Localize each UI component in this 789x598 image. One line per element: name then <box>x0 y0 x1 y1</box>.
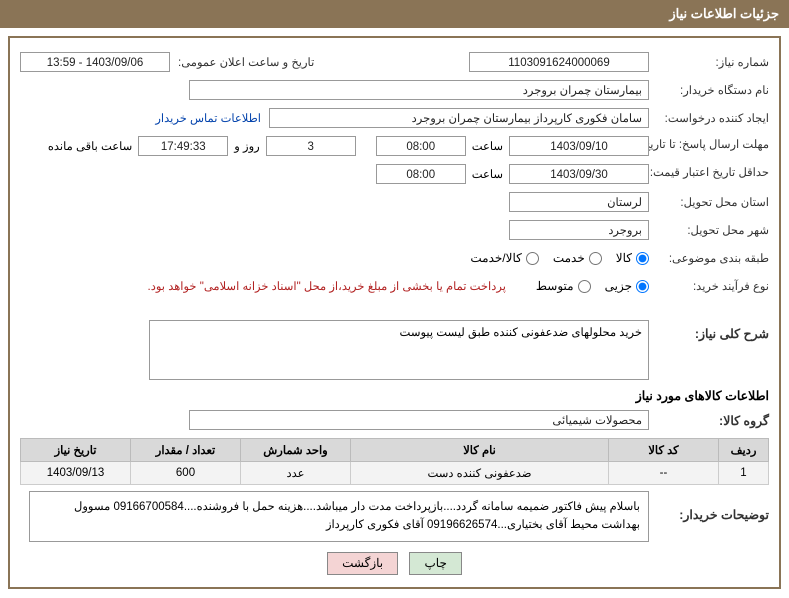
radio-cat-both-input[interactable] <box>526 252 539 265</box>
label-deadline: مهلت ارسال پاسخ: تا تاریخ: <box>649 139 769 153</box>
th-qty: تعداد / مقدار <box>131 439 241 462</box>
table-cell-qty: 600 <box>131 462 241 485</box>
row-price-valid: حداقل تاریخ اعتبار قیمت: تا تاریخ: 1403/… <box>20 162 769 186</box>
label-remaining: ساعت باقی مانده <box>42 139 138 153</box>
radio-purchase-medium[interactable]: متوسط <box>536 279 591 293</box>
field-price-valid-time: 08:00 <box>376 164 466 184</box>
label-announce: تاریخ و ساعت اعلان عمومی: <box>174 55 314 69</box>
purchase-radio-group: جزیی متوسط <box>524 279 649 293</box>
field-buyer-org: بیمارستان چمران بروجرد <box>189 80 649 100</box>
back-button[interactable]: بازگشت <box>327 552 398 575</box>
radio-cat-goods-input[interactable] <box>636 252 649 265</box>
field-province: لرستان <box>509 192 649 212</box>
row-city: شهر محل تحویل: بروجرد <box>20 218 769 242</box>
field-requester: سامان فکوری کارپرداز بیمارستان چمران برو… <box>269 108 649 128</box>
radio-cat-service[interactable]: خدمت <box>553 251 602 265</box>
field-goods-group: محصولات شیمیائی <box>189 410 649 430</box>
label-hour-1: ساعت <box>466 139 509 153</box>
table-cell-date: 1403/09/13 <box>21 462 131 485</box>
th-unit: واحد شمارش <box>241 439 351 462</box>
label-price-valid: حداقل تاریخ اعتبار قیمت: تا تاریخ: <box>649 167 769 181</box>
goods-table-wrap: ردیف کد کالا نام کالا واحد شمارش تعداد /… <box>20 438 769 485</box>
label-buyer-notes: توضیحات خریدار: <box>649 497 769 522</box>
label-category: طبقه بندی موضوعی: <box>649 251 769 265</box>
field-deadline-date: 1403/09/10 <box>509 136 649 156</box>
row-general-desc: شرح کلی نیاز: خرید محلولهای ضدعفونی کنند… <box>20 320 769 380</box>
label-general-desc: شرح کلی نیاز: <box>649 326 769 341</box>
field-remain-days: 3 <box>266 136 356 156</box>
page-header: جزئیات اطلاعات نیاز <box>0 0 789 28</box>
label-day-and: روز و <box>228 139 265 153</box>
table-row: 1--ضدعفونی کننده دستعدد6001403/09/13 <box>21 462 769 485</box>
label-city: شهر محل تحویل: <box>649 223 769 237</box>
page-title: جزئیات اطلاعات نیاز <box>669 6 779 21</box>
print-button[interactable]: چاپ <box>409 552 461 575</box>
radio-cat-service-input[interactable] <box>589 252 602 265</box>
label-purchase-type: نوع فرآیند خرید: <box>649 279 769 293</box>
field-deadline-time: 08:00 <box>376 136 466 156</box>
th-row: ردیف <box>719 439 769 462</box>
label-hour-2: ساعت <box>466 167 509 181</box>
radio-purchase-minor-input[interactable] <box>636 280 649 293</box>
field-remain-time: 17:49:33 <box>138 136 228 156</box>
radio-purchase-medium-input[interactable] <box>578 280 591 293</box>
section-goods-info: اطلاعات کالاهای مورد نیاز <box>20 388 769 403</box>
row-purchase-type: نوع فرآیند خرید: جزیی متوسط پرداخت تمام … <box>20 274 769 298</box>
radio-cat-goods[interactable]: کالا <box>616 251 649 265</box>
footer-buttons: چاپ بازگشت <box>20 552 769 575</box>
label-need-no: شماره نیاز: <box>649 55 769 69</box>
label-goods-group: گروه کالا: <box>649 413 769 428</box>
main-frame: AriaTender.net شماره نیاز: 1103091624000… <box>8 36 781 589</box>
row-goods-group: گروه کالا: محصولات شیمیائی <box>20 407 769 432</box>
table-cell-name: ضدعفونی کننده دست <box>351 462 609 485</box>
table-cell-code: -- <box>609 462 719 485</box>
row-requester: ایجاد کننده درخواست: سامان فکوری کارپردا… <box>20 106 769 130</box>
radio-purchase-minor[interactable]: جزیی <box>605 279 649 293</box>
th-name: نام کالا <box>351 439 609 462</box>
table-cell-row: 1 <box>719 462 769 485</box>
th-date: تاریخ نیاز <box>21 439 131 462</box>
field-buyer-notes: باسلام پیش فاکتور ضمیمه سامانه گردد....ب… <box>29 491 649 542</box>
field-announce: 1403/09/06 - 13:59 <box>20 52 170 72</box>
field-city: بروجرد <box>509 220 649 240</box>
radio-cat-both[interactable]: کالا/خدمت <box>470 251 538 265</box>
link-buyer-contact[interactable]: اطلاعات تماس خریدار <box>155 111 261 125</box>
row-category: طبقه بندی موضوعی: کالا خدمت کالا/خدمت <box>20 246 769 270</box>
row-need-no: شماره نیاز: 1103091624000069 تاریخ و ساع… <box>20 50 769 74</box>
field-need-no: 1103091624000069 <box>469 52 649 72</box>
label-province: استان محل تحویل: <box>649 195 769 209</box>
purchase-note: پرداخت تمام یا بخشی از مبلغ خرید،از محل … <box>148 279 506 293</box>
row-buyer-org: نام دستگاه خریدار: بیمارستان چمران بروجر… <box>20 78 769 102</box>
th-code: کد کالا <box>609 439 719 462</box>
table-header-row: ردیف کد کالا نام کالا واحد شمارش تعداد /… <box>21 439 769 462</box>
category-radio-group: کالا خدمت کالا/خدمت <box>458 251 649 265</box>
field-price-valid-date: 1403/09/30 <box>509 164 649 184</box>
goods-table: ردیف کد کالا نام کالا واحد شمارش تعداد /… <box>20 438 769 485</box>
label-buyer-org: نام دستگاه خریدار: <box>649 83 769 97</box>
row-buyer-notes: توضیحات خریدار: باسلام پیش فاکتور ضمیمه … <box>20 491 769 542</box>
row-province: استان محل تحویل: لرستان <box>20 190 769 214</box>
table-cell-unit: عدد <box>241 462 351 485</box>
row-deadline: مهلت ارسال پاسخ: تا تاریخ: 1403/09/10 سا… <box>20 134 769 158</box>
label-requester: ایجاد کننده درخواست: <box>649 111 769 125</box>
field-general-desc: خرید محلولهای ضدعفونی کننده طبق لیست پیو… <box>149 320 649 380</box>
